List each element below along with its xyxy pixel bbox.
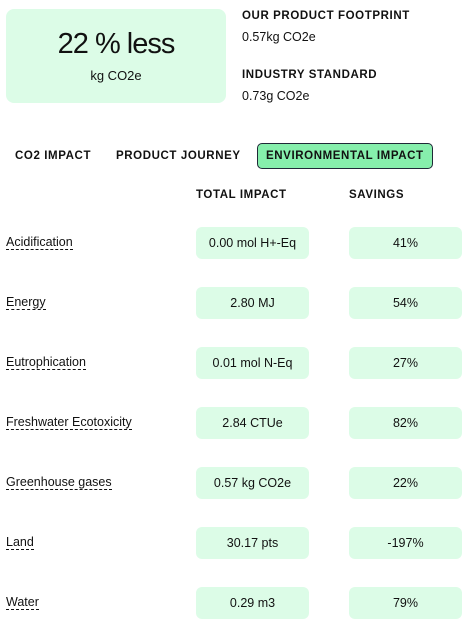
tab-co2-impact[interactable]: CO2 IMPACT <box>15 150 92 162</box>
table-row: Greenhouse gases 0.57 kg CO2e 22% <box>0 467 470 499</box>
tab-environmental-impact[interactable]: ENVIRONMENTAL IMPACT <box>257 143 433 169</box>
summary-unit: kg CO2e <box>90 67 142 83</box>
tab-product-journey[interactable]: PRODUCT JOURNEY <box>116 150 241 162</box>
table-row: Water 0.29 m3 79% <box>0 587 470 619</box>
savings-value: 79% <box>349 587 462 619</box>
table-row: Land 30.17 pts -197% <box>0 527 470 559</box>
total-impact-value: 0.29 m3 <box>196 587 309 619</box>
savings-value: 54% <box>349 287 462 319</box>
industry-standard-value: 0.73g CO2e <box>242 89 310 103</box>
table-row: Acidification 0.00 mol H+-Eq 41% <box>0 227 470 259</box>
total-impact-value: 30.17 pts <box>196 527 309 559</box>
total-impact-value: 0.01 mol N-Eq <box>196 347 309 379</box>
savings-header: SAVINGS <box>349 189 405 201</box>
product-footprint: OUR PRODUCT FOOTPRINT 0.57kg CO2e <box>242 10 410 44</box>
savings-value: 27% <box>349 347 462 379</box>
summary-value: 22 % less <box>57 27 176 60</box>
impact-name-acidification[interactable]: Acidification <box>6 235 73 250</box>
total-impact-value: 2.84 CTUe <box>196 407 309 439</box>
table-row: Energy 2.80 MJ 54% <box>0 287 470 319</box>
impact-name-energy[interactable]: Energy <box>6 295 46 310</box>
impact-name-land[interactable]: Land <box>6 535 34 550</box>
impact-name-eutrophication[interactable]: Eutrophication <box>6 355 86 370</box>
impact-name-water[interactable]: Water <box>6 595 39 610</box>
total-impact-header: TOTAL IMPACT <box>196 189 287 201</box>
table-row: Eutrophication 0.01 mol N-Eq 27% <box>0 347 470 379</box>
summary-card: 22 % less kg CO2e <box>6 9 226 103</box>
savings-value: 82% <box>349 407 462 439</box>
savings-value: -197% <box>349 527 462 559</box>
product-footprint-value: 0.57kg CO2e <box>242 30 316 44</box>
total-impact-value: 0.00 mol H+-Eq <box>196 227 309 259</box>
table-row: Freshwater Ecotoxicity 2.84 CTUe 82% <box>0 407 470 439</box>
impact-name-freshwater-ecotoxicity[interactable]: Freshwater Ecotoxicity <box>6 415 132 430</box>
savings-value: 41% <box>349 227 462 259</box>
industry-standard-heading: INDUSTRY STANDARD <box>242 69 378 81</box>
total-impact-value: 0.57 kg CO2e <box>196 467 309 499</box>
industry-standard: INDUSTRY STANDARD 0.73g CO2e <box>242 69 377 103</box>
total-impact-value: 2.80 MJ <box>196 287 309 319</box>
impact-name-greenhouse-gases[interactable]: Greenhouse gases <box>6 475 112 490</box>
product-footprint-heading: OUR PRODUCT FOOTPRINT <box>242 10 410 22</box>
savings-value: 22% <box>349 467 462 499</box>
